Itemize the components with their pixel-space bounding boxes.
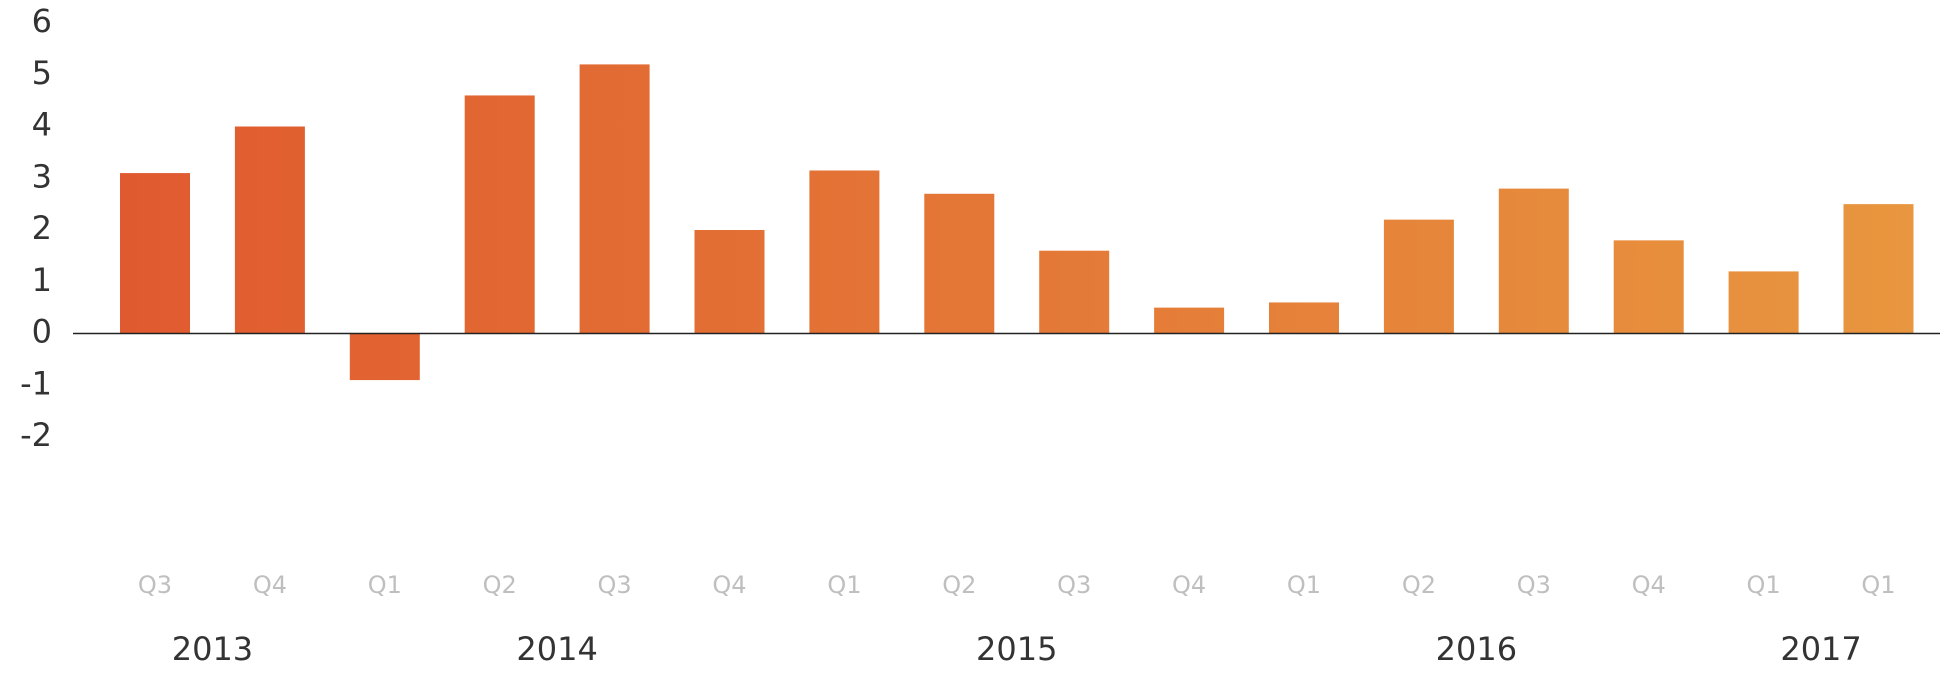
y-tick-label: 0 <box>32 313 52 351</box>
x-axis-quarter-labels: Q3 Q4 Q1 Q2 Q3 Q4 Q1 Q2 Q3 Q4 Q1 Q2 Q3 Q4 Q1 Q1 <box>138 571 1896 599</box>
bar <box>1383 219 1454 334</box>
x-tick-label: Q3 <box>1057 571 1091 599</box>
bar <box>694 230 765 334</box>
y-tick-label: -1 <box>20 364 52 402</box>
x-tick-label: Q3 <box>138 571 172 599</box>
x-tick-label: Q1 <box>1861 571 1895 599</box>
x-tick-label: Q4 <box>1172 571 1206 599</box>
bar <box>1728 271 1799 334</box>
x-year-label: 2014 <box>516 630 597 668</box>
bar <box>809 170 880 334</box>
x-year-label: 2013 <box>172 630 253 668</box>
y-axis: 6 5 4 3 2 1 0 -1 -2 <box>20 2 52 454</box>
bar <box>349 333 420 381</box>
y-tick-label: 6 <box>32 2 52 40</box>
x-year-label: 2015 <box>976 630 1057 668</box>
y-tick-label: -2 <box>20 416 52 454</box>
x-tick-label: Q1 <box>1747 571 1781 599</box>
y-tick-label: 2 <box>32 209 52 247</box>
x-tick-label: Q4 <box>1632 571 1666 599</box>
bar <box>1039 250 1110 334</box>
y-tick-label: 3 <box>32 157 52 195</box>
bar <box>120 173 190 334</box>
bar <box>1613 240 1684 334</box>
x-tick-label: Q1 <box>1287 571 1321 599</box>
bar <box>1269 302 1339 334</box>
x-tick-label: Q4 <box>712 571 746 599</box>
y-tick-label: 4 <box>32 106 52 144</box>
x-axis-year-labels: 2013 2014 2015 2016 2017 <box>172 630 1862 668</box>
x-year-label: 2017 <box>1780 630 1861 668</box>
bar <box>1154 307 1225 334</box>
y-tick-label: 5 <box>32 54 52 92</box>
x-tick-label: Q1 <box>827 571 861 599</box>
bar <box>579 64 650 334</box>
x-year-label: 2016 <box>1436 630 1517 668</box>
x-tick-label: Q1 <box>368 571 402 599</box>
x-tick-label: Q3 <box>1517 571 1551 599</box>
bars <box>120 64 1914 381</box>
x-tick-label: Q2 <box>483 571 517 599</box>
bar <box>464 95 535 334</box>
x-tick-label: Q4 <box>253 571 287 599</box>
x-tick-label: Q3 <box>598 571 632 599</box>
bar <box>1843 204 1914 334</box>
bar <box>234 126 305 334</box>
x-tick-label: Q2 <box>1402 571 1436 599</box>
bar <box>1498 188 1569 334</box>
x-tick-label: Q2 <box>942 571 976 599</box>
bar <box>924 193 995 334</box>
y-tick-label: 1 <box>32 261 52 299</box>
